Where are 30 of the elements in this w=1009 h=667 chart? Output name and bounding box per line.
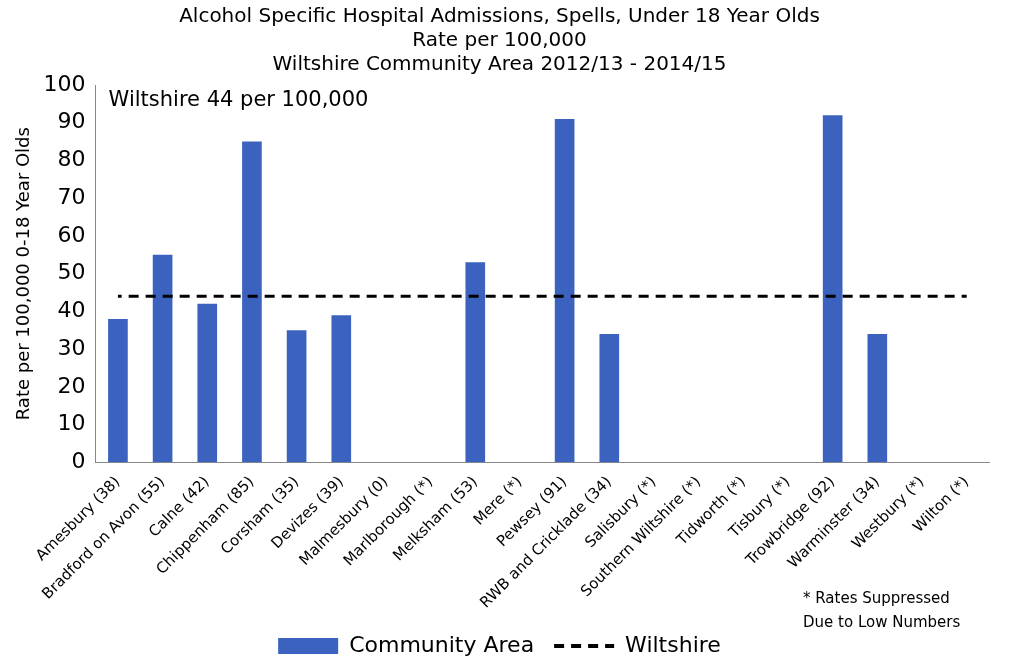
bar — [197, 303, 218, 463]
annotation: Wiltshire 44 per 100,000 — [108, 86, 369, 111]
y-tick-label: 40 — [57, 297, 86, 323]
bar — [152, 254, 173, 463]
y-tick-label: 90 — [57, 108, 86, 134]
y-tick-label: 20 — [57, 372, 86, 398]
y-tick-label: 60 — [57, 221, 86, 247]
y-axis-title: Rate per 100,000 0-18 Year Olds — [12, 127, 34, 421]
bar — [286, 330, 307, 463]
bar — [822, 115, 843, 463]
bar — [331, 315, 352, 463]
bar — [242, 141, 262, 463]
legend-label: Community Area — [349, 631, 535, 657]
y-tick-label: 100 — [43, 70, 86, 96]
y-tick-label: 30 — [57, 334, 86, 360]
text: * Rates Suppressed Due to Low Numbers — [803, 589, 961, 632]
bar — [867, 334, 888, 463]
y-tick-label: 0 — [71, 448, 86, 474]
bar — [554, 118, 575, 463]
legend-label: Wiltshire — [625, 631, 721, 657]
text: Alcohol Specific Hospital Admissions, Spells, Under 18 Year Olds — [179, 3, 820, 28]
bar — [599, 334, 620, 463]
y-tick-label: 50 — [57, 259, 86, 285]
y-tick-label: 70 — [57, 183, 86, 209]
y-tick-label: 10 — [57, 410, 86, 436]
text: Wiltshire Community Area 2012/13 - 2014/15 — [272, 51, 727, 76]
y-tick-label: 80 — [57, 146, 86, 172]
bar — [465, 262, 486, 463]
text: Rate per 100,000 — [412, 27, 587, 52]
bar — [108, 318, 128, 463]
